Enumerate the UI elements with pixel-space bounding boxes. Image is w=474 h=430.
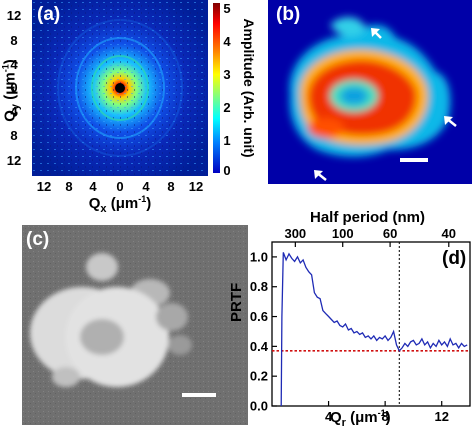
colorbar-tick: 0 <box>223 163 231 178</box>
colorbar <box>213 3 220 173</box>
panel-a-label: (a) <box>37 4 61 25</box>
top-tick-label: 40 <box>442 226 456 241</box>
a-x-tick: 4 <box>89 179 97 194</box>
plot-frame <box>271 241 471 407</box>
a-x-tick: 8 <box>65 179 73 194</box>
x-tick-label: 8 <box>382 409 389 424</box>
a-x-tick: 8 <box>167 179 175 194</box>
prtf-chart: 0.0 0.2 0.4 0.6 0.8 1.0 4 8 12 300 100 60 40 <box>250 226 471 424</box>
x-tick-label: 4 <box>325 409 333 424</box>
panel-c-label: (c) <box>26 229 50 250</box>
y-tick-label: 0.4 <box>250 339 269 354</box>
panel-d-label: (d) <box>442 248 467 269</box>
a-x-tick: 4 <box>142 179 150 194</box>
top-tick-label: 60 <box>383 226 397 241</box>
a-y-tick: 8 <box>10 128 18 143</box>
d-top-axis-title: Half period (nm) <box>310 209 425 226</box>
sem-image <box>22 225 248 425</box>
a-y-tick: 8 <box>10 33 18 48</box>
colorbar-tick: 4 <box>223 34 231 49</box>
a-y-tick: 12 <box>6 8 22 23</box>
a-x-tick: 12 <box>36 179 52 194</box>
d-x-axis-title: Qr (μm-1) <box>330 408 391 429</box>
a-y-tick: 0 <box>10 80 18 95</box>
top-tick-label: 100 <box>332 226 354 241</box>
a-y-tick: 4 <box>10 104 18 119</box>
a-x-tick: 0 <box>116 179 124 194</box>
y-tick-label: 1.0 <box>250 249 268 264</box>
colorbar-tick: 1 <box>223 133 231 148</box>
a-y-tick: 4 <box>10 57 18 72</box>
panel-b-label: (b) <box>276 4 301 25</box>
colorbar-tick: 5 <box>223 1 231 16</box>
a-y-tick: 12 <box>6 153 22 168</box>
panel-d: Half period (nm) PRTF Qr (μm-1) (d) 0.0 0… <box>222 200 474 430</box>
y-tick-label: 0.8 <box>250 279 268 294</box>
panel-b: (b) <box>268 0 474 186</box>
colorbar-tick: 3 <box>223 67 231 82</box>
y-tick-label: 0.6 <box>250 309 268 324</box>
y-tick-label: 0.0 <box>250 399 268 414</box>
panel-c: (c) <box>0 225 250 430</box>
colorbar-tick: 2 <box>223 100 231 115</box>
a-y-axis-title: Qy (μm-1) <box>0 59 22 122</box>
reconstructed-image <box>268 0 472 184</box>
a-x-tick: 12 <box>188 179 204 194</box>
x-tick-label: 12 <box>434 409 448 424</box>
prtf-curve <box>280 252 468 407</box>
a-x-axis-title: Qx (μm-1) <box>88 194 152 215</box>
panel-a: (a) 12 8 4 0 4 8 12 Qy (μm-1) 12 8 4 0 4… <box>0 0 260 215</box>
y-tick-label: 0.2 <box>250 369 268 384</box>
colorbar-label: Amplitude (Arb. unit) <box>241 18 257 158</box>
diffraction-pattern <box>32 0 208 176</box>
top-tick-label: 300 <box>284 226 306 241</box>
